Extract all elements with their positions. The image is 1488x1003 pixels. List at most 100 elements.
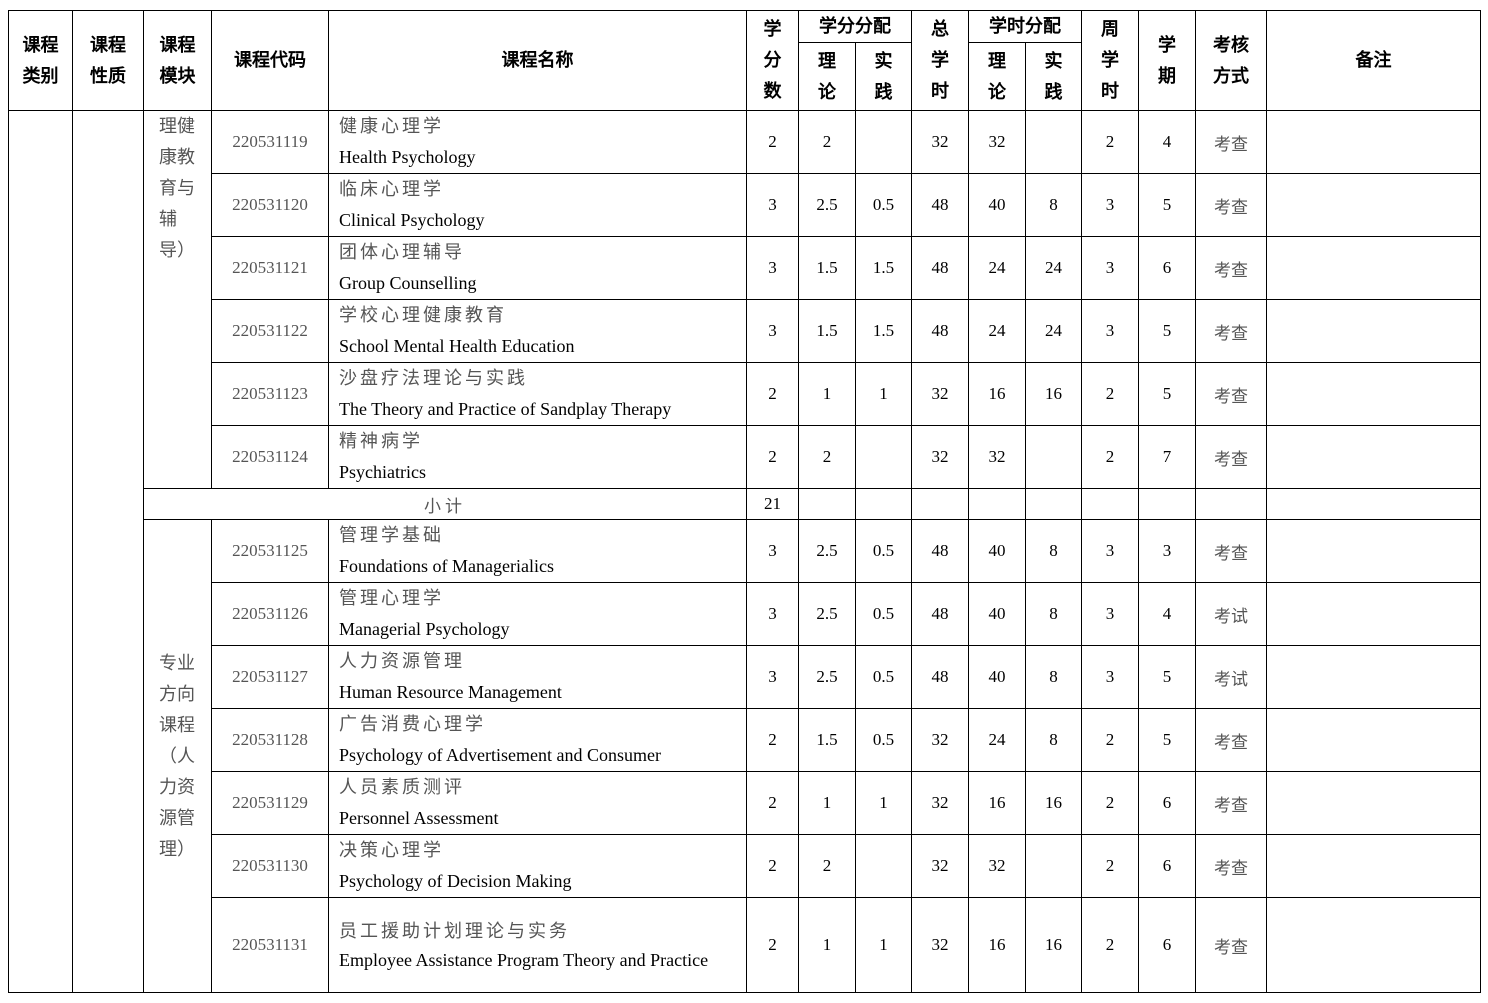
course-name: 临床心理学 Clinical Psychology bbox=[328, 173, 747, 237]
course-code: 220531122 bbox=[211, 299, 329, 363]
hours-theory: 16 bbox=[968, 362, 1026, 426]
module-text: 理健 bbox=[159, 116, 195, 136]
remarks bbox=[1266, 362, 1481, 426]
credits: 3 bbox=[746, 645, 799, 709]
hours-practice: 8 bbox=[1025, 582, 1082, 646]
term: 5 bbox=[1138, 645, 1196, 709]
table-row: 专业 方向 课程 （人 力资 源管 理） 220531125 管理学基础 Foundations … bbox=[9, 519, 1481, 993]
hours-theory: 16 bbox=[968, 771, 1026, 835]
credits: 2 bbox=[746, 708, 799, 772]
remarks bbox=[1266, 834, 1481, 898]
term: 5 bbox=[1138, 362, 1196, 426]
credit-theory: 2.5 bbox=[798, 173, 856, 237]
course-code: 220531119 bbox=[211, 110, 329, 174]
course-code: 220531127 bbox=[211, 645, 329, 709]
remarks bbox=[1266, 173, 1481, 237]
hours-practice: 8 bbox=[1025, 519, 1082, 583]
table-row: 220531130 决策心理学 Psychology of Decision Mak… bbox=[9, 834, 1481, 898]
course-name-cn: 团体心理辅导 bbox=[339, 242, 465, 262]
course-name: 决策心理学 Psychology of Decision Making bbox=[328, 834, 747, 898]
term: 3 bbox=[1138, 519, 1196, 583]
course-code: 220531125 bbox=[211, 519, 329, 583]
hours-theory: 32 bbox=[968, 425, 1026, 489]
table-row: 220531126 管理心理学 Managerial Psychology 3 2.5 0… bbox=[9, 582, 1481, 646]
term: 5 bbox=[1138, 299, 1196, 363]
header-hour-practice: 实践 bbox=[1025, 42, 1082, 111]
module-text: 育与 bbox=[159, 178, 195, 198]
hours-practice: 8 bbox=[1025, 708, 1082, 772]
subtotal-empty bbox=[911, 488, 969, 520]
credit-practice bbox=[855, 110, 912, 174]
course-name-en: Psychology of Decision Making bbox=[339, 871, 572, 891]
header-total-hours: 总学时 bbox=[911, 10, 969, 111]
course-name-en: Psychology of Advertisement and Consumer bbox=[339, 745, 661, 765]
remarks bbox=[1266, 299, 1481, 363]
table-row: 220531124 精神病学 Psychiatrics 2 2 32 32 2 7 考查 bbox=[9, 425, 1481, 489]
course-name-cn: 决策心理学 bbox=[339, 840, 444, 860]
credit-practice: 0.5 bbox=[855, 708, 912, 772]
header-weekly: 周学时 bbox=[1081, 10, 1139, 111]
total-hours: 32 bbox=[911, 771, 969, 835]
subtotal-empty bbox=[1081, 488, 1139, 520]
hours-practice: 16 bbox=[1025, 362, 1082, 426]
hours-practice bbox=[1025, 834, 1082, 898]
credit-practice: 1 bbox=[855, 362, 912, 426]
remarks bbox=[1266, 708, 1481, 772]
term: 6 bbox=[1138, 236, 1196, 300]
course-name-en: Foundations of Managerialics bbox=[339, 556, 554, 576]
remarks bbox=[1266, 425, 1481, 489]
course-name-en: The Theory and Practice of Sandplay Ther… bbox=[339, 399, 672, 419]
term: 4 bbox=[1138, 110, 1196, 174]
course-name-cn: 人员素质测评 bbox=[339, 777, 465, 797]
assessment: 考查 bbox=[1195, 834, 1267, 898]
credit-theory: 1.5 bbox=[798, 299, 856, 363]
course-name-cn: 学校心理健康教育 bbox=[339, 305, 507, 325]
credits: 2 bbox=[746, 110, 799, 174]
module-text: 力资 bbox=[159, 776, 195, 797]
course-code: 220531130 bbox=[211, 834, 329, 898]
module-text: 方向 bbox=[159, 683, 195, 704]
table-row: 220531120 临床心理学 Clinical Psychology 3 2.5 0.5… bbox=[9, 173, 1481, 237]
credit-practice: 0.5 bbox=[855, 645, 912, 709]
weekly-hours: 2 bbox=[1081, 110, 1139, 174]
module-text: 理） bbox=[159, 838, 195, 859]
course-code: 220531124 bbox=[211, 425, 329, 489]
course-name: 团体心理辅导 Group Counselling bbox=[328, 236, 747, 300]
subtotal-empty bbox=[1138, 488, 1196, 520]
total-hours: 48 bbox=[911, 519, 969, 583]
header-credit-practice: 实践 bbox=[855, 42, 912, 111]
credits: 3 bbox=[746, 582, 799, 646]
course-name-en: Managerial Psychology bbox=[339, 619, 510, 639]
total-hours: 48 bbox=[911, 645, 969, 709]
assessment: 考查 bbox=[1195, 897, 1267, 993]
credit-theory: 2 bbox=[798, 425, 856, 489]
hours-theory: 32 bbox=[968, 834, 1026, 898]
credit-practice: 1.5 bbox=[855, 299, 912, 363]
credit-practice: 0.5 bbox=[855, 582, 912, 646]
hours-practice: 24 bbox=[1025, 299, 1082, 363]
hours-theory: 40 bbox=[968, 173, 1026, 237]
course-code: 220531120 bbox=[211, 173, 329, 237]
hours-practice bbox=[1025, 110, 1082, 174]
total-hours: 32 bbox=[911, 897, 969, 993]
course-code: 220531121 bbox=[211, 236, 329, 300]
credits: 2 bbox=[746, 834, 799, 898]
header-category: 课程 类别 bbox=[8, 10, 73, 111]
course-category-cell bbox=[8, 110, 73, 993]
hours-practice: 16 bbox=[1025, 897, 1082, 993]
assessment: 考查 bbox=[1195, 771, 1267, 835]
course-name-en: Human Resource Management bbox=[339, 682, 562, 702]
credits: 3 bbox=[746, 299, 799, 363]
course-name: 管理学基础 Foundations of Managerialics bbox=[328, 519, 747, 583]
course-name: 精神病学 Psychiatrics bbox=[328, 425, 747, 489]
table-row: 220531122 学校心理健康教育 School Mental Health Ed… bbox=[9, 299, 1481, 363]
subtotal-empty bbox=[1266, 488, 1481, 520]
credit-practice: 1.5 bbox=[855, 236, 912, 300]
credit-theory: 1.5 bbox=[798, 236, 856, 300]
remarks bbox=[1266, 519, 1481, 583]
table-row: 220531127 人力资源管理 Human Resource Management… bbox=[9, 645, 1481, 709]
weekly-hours: 3 bbox=[1081, 236, 1139, 300]
hours-practice: 24 bbox=[1025, 236, 1082, 300]
course-name-cn: 管理心理学 bbox=[339, 588, 444, 608]
course-name: 健康心理学 Health Psychology bbox=[328, 110, 747, 174]
